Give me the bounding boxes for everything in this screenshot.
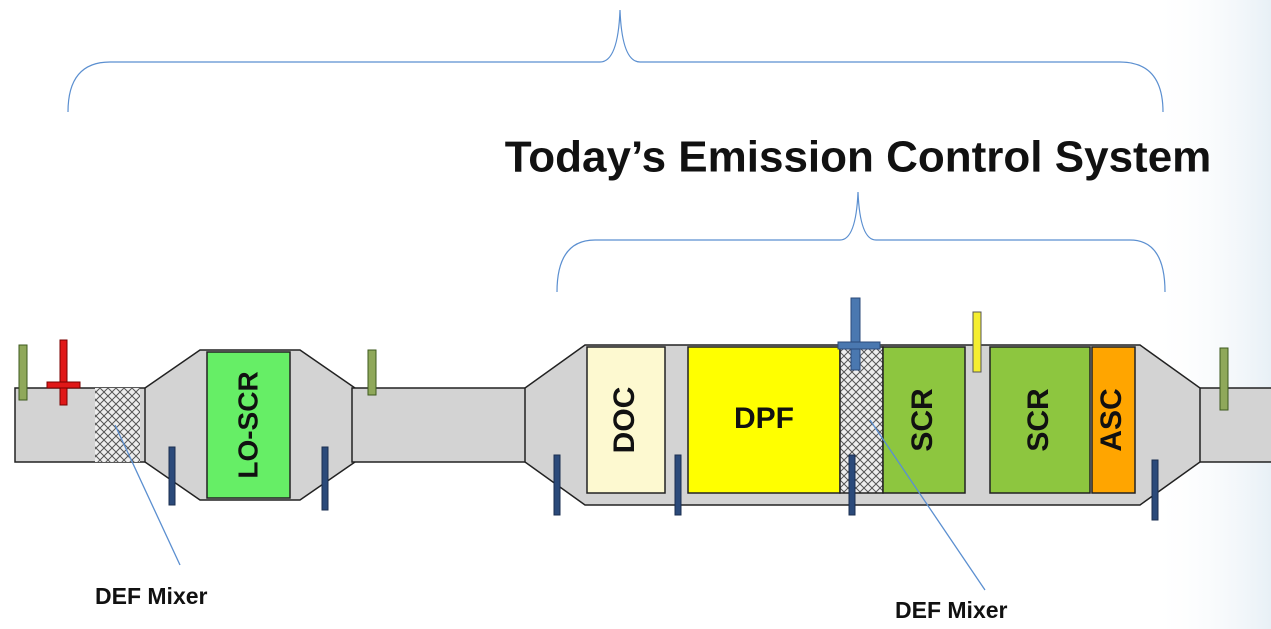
mixer <box>95 388 140 462</box>
doc-block <box>586 346 666 494</box>
component-label: ASC <box>1095 388 1128 451</box>
component-label: DOC <box>608 387 641 454</box>
sensor <box>18 344 28 401</box>
injector <box>46 339 81 406</box>
title: Today’s Emission Control System <box>505 133 1212 182</box>
system-brace <box>556 191 1166 293</box>
sensors <box>18 344 1229 411</box>
asc-block <box>1091 346 1136 494</box>
sensors <box>168 446 1159 521</box>
injector <box>837 297 881 371</box>
component-label: SCR <box>906 388 939 452</box>
exhaust-system <box>14 344 1271 506</box>
mixer <box>839 346 884 494</box>
mixer-label: DEF Mixer <box>95 583 208 609</box>
component-label: SCR <box>1022 388 1055 452</box>
pipe <box>1194 387 1271 463</box>
sensor <box>1219 347 1229 411</box>
pipe <box>351 387 528 463</box>
lo-scr-block <box>206 351 291 499</box>
background-edge <box>1150 0 1271 629</box>
scr-block <box>989 346 1091 494</box>
sensor <box>972 311 982 373</box>
component-label: DPF <box>734 402 794 435</box>
scr-block <box>882 346 966 494</box>
sensor <box>367 349 377 396</box>
top-brace <box>67 9 1164 113</box>
component-label: LO-SCR <box>232 371 263 478</box>
mixer-label: DEF Mixer <box>895 597 1008 623</box>
pointer <box>869 419 986 591</box>
pointer <box>114 424 181 566</box>
